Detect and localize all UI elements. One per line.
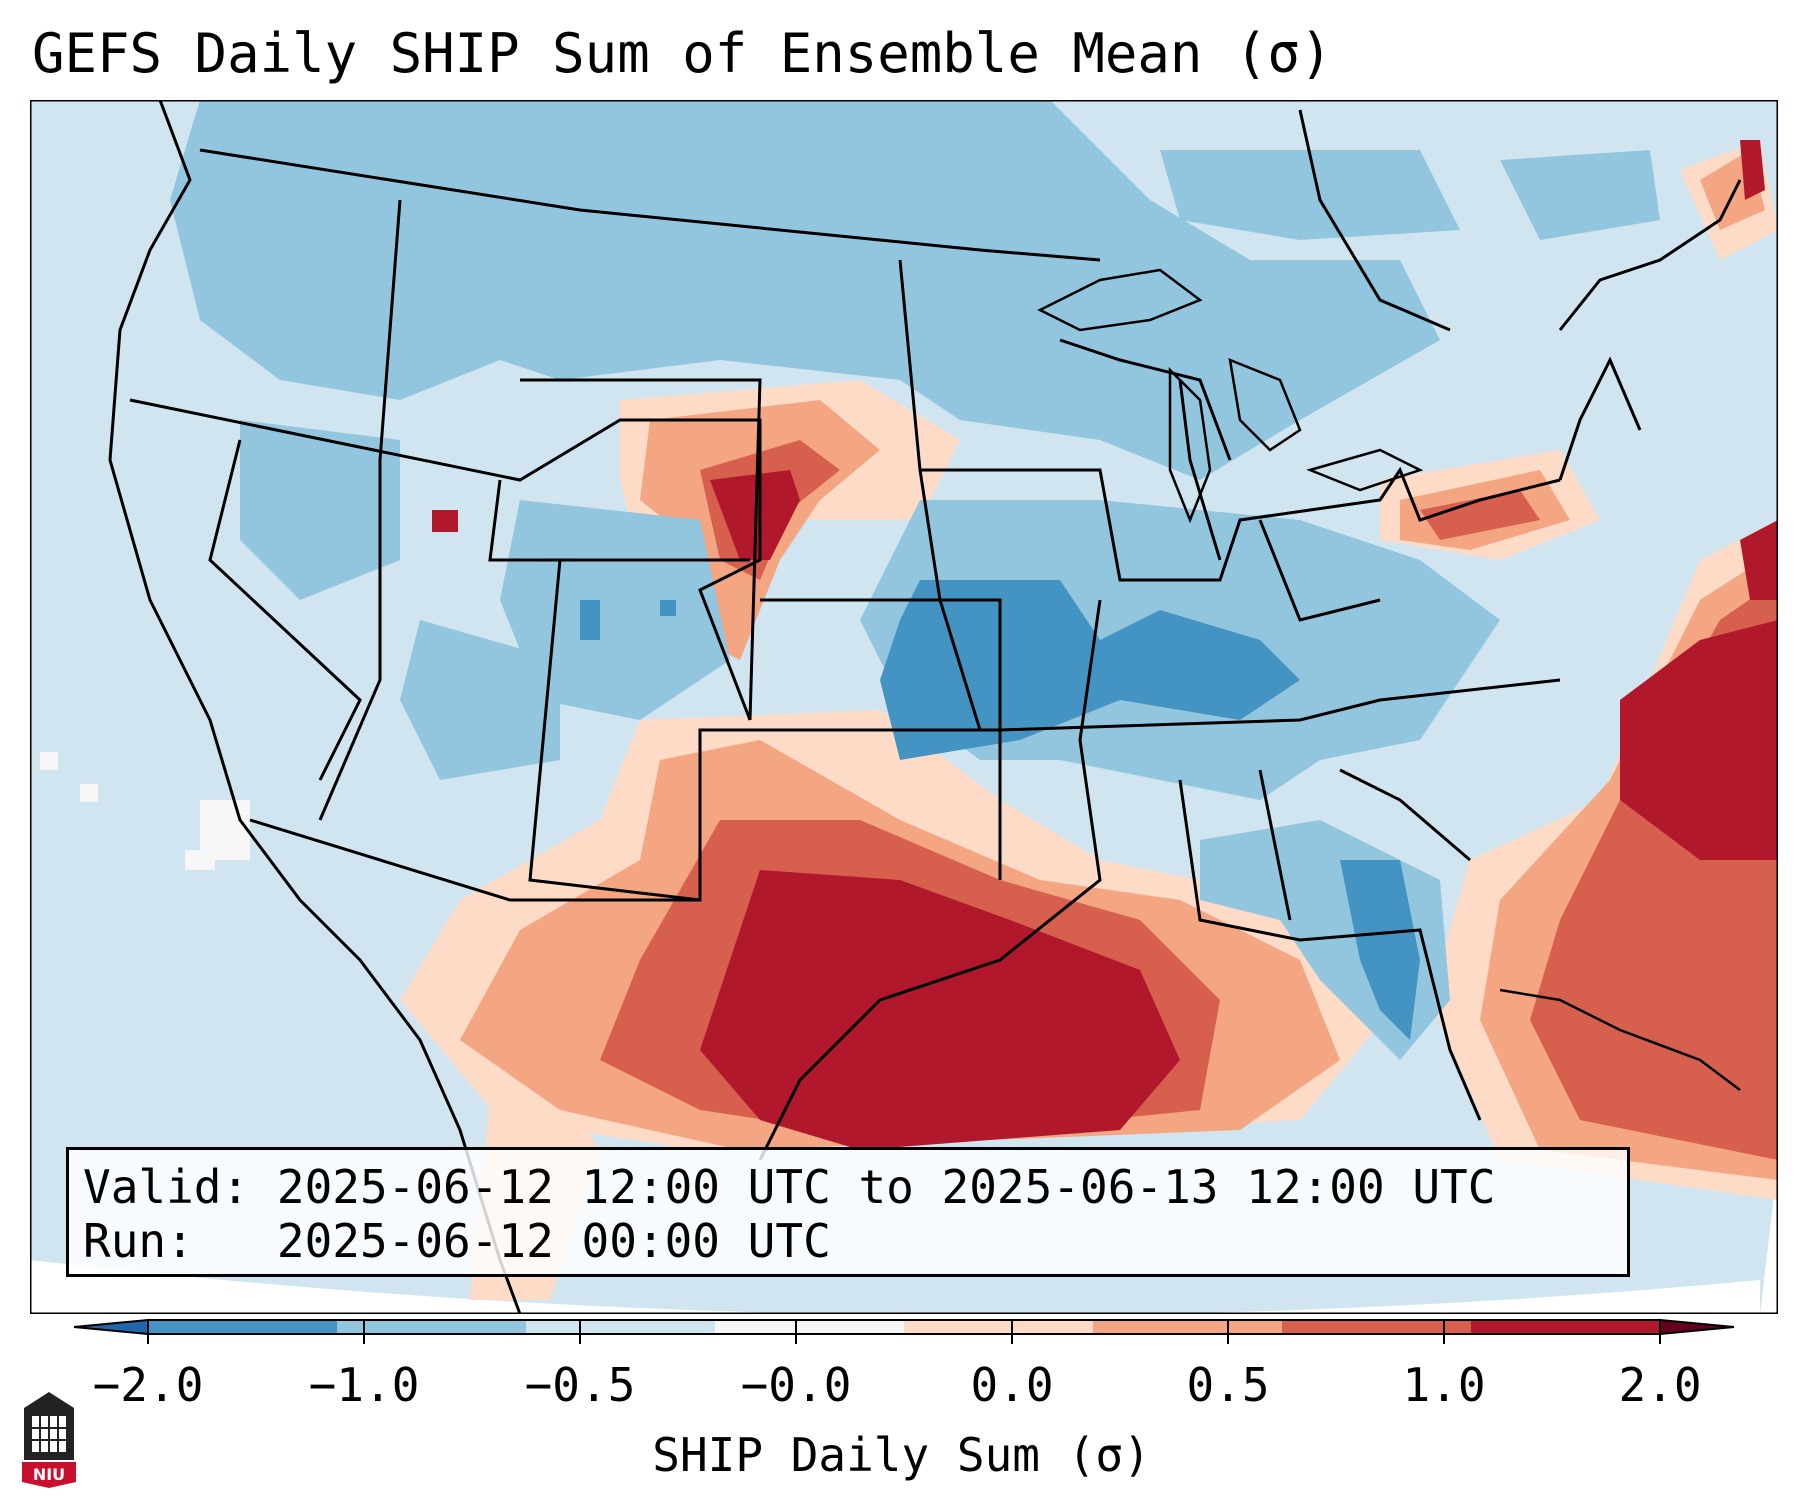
colorbar-segment: [526, 1320, 715, 1334]
run-row: Run: 2025-06-12 00:00 UTC: [83, 1214, 1613, 1268]
niu-logo-icon: NIU: [22, 1392, 76, 1488]
colorbar-tick-label: 0.0: [970, 1358, 1054, 1412]
colorbar-segment: [1093, 1320, 1282, 1334]
white-patches: [40, 752, 250, 870]
colorbar-segment: [904, 1320, 1093, 1334]
valid-value: 2025-06-12 12:00 UTC to 2025-06-13 12:00…: [276, 1160, 1496, 1214]
colorbar-tick-label: 0.5: [1186, 1358, 1270, 1412]
deepest-red-regions: [432, 140, 1778, 1150]
valid-label: Valid:: [83, 1160, 250, 1214]
colorbar-tick-label: −0.5: [524, 1358, 636, 1412]
colorbar-over-arrow: [1659, 1318, 1735, 1336]
map-title: GEFS Daily SHIP Sum of Ensemble Mean (σ): [32, 22, 1333, 85]
colorbar-label: SHIP Daily Sum (σ): [652, 1428, 1151, 1482]
colorbar-tick-label: −1.0: [308, 1358, 420, 1412]
colorbar-under-arrow: [73, 1318, 149, 1336]
colorbar-segment: [715, 1320, 904, 1334]
colorbar-tick-label: −2.0: [92, 1358, 204, 1412]
colorbar-tick-label: 1.0: [1402, 1358, 1486, 1412]
info-box: Valid: 2025-06-12 12:00 UTC to 2025-06-1…: [66, 1147, 1630, 1277]
run-value: 2025-06-12 00:00 UTC: [276, 1214, 831, 1268]
valid-row: Valid: 2025-06-12 12:00 UTC to 2025-06-1…: [83, 1160, 1613, 1214]
colorbar-segment: [337, 1320, 526, 1334]
colorbar-segment: [148, 1320, 337, 1334]
colorbar-segment: [1471, 1320, 1660, 1334]
logo-text: NIU: [33, 1465, 65, 1484]
colorbar-segment: [1282, 1320, 1471, 1334]
colorbar-tick-label: −0.0: [740, 1358, 852, 1412]
colorbar-tick-label: 2.0: [1618, 1358, 1702, 1412]
coastlines: [1037, 268, 1741, 1091]
boundary-lines: [108, 100, 1742, 1314]
run-label: Run:: [83, 1214, 194, 1268]
